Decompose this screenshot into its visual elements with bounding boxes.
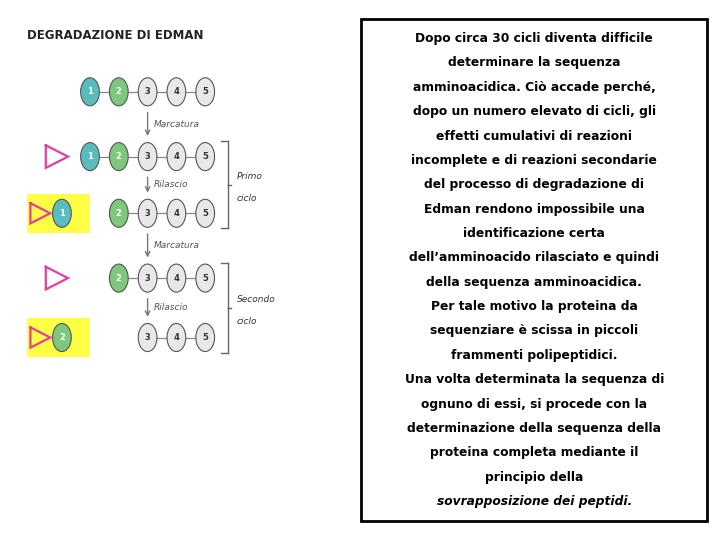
Circle shape: [109, 264, 128, 292]
Text: sequenziare è scissa in piccoli: sequenziare è scissa in piccoli: [430, 325, 639, 338]
Text: dopo un numero elevato di cicli, gli: dopo un numero elevato di cicli, gli: [413, 105, 656, 118]
Text: ognuno di essi, si procede con la: ognuno di essi, si procede con la: [421, 397, 647, 410]
Text: 4: 4: [174, 274, 179, 282]
Text: Primo: Primo: [237, 172, 263, 181]
Text: 3: 3: [145, 209, 150, 218]
Circle shape: [109, 78, 128, 106]
Circle shape: [138, 143, 157, 171]
Text: ciclo: ciclo: [237, 194, 257, 203]
Text: 5: 5: [202, 333, 208, 342]
Circle shape: [196, 323, 215, 352]
FancyBboxPatch shape: [27, 318, 90, 357]
Circle shape: [81, 78, 99, 106]
Text: effetti cumulativi di reazioni: effetti cumulativi di reazioni: [436, 130, 632, 143]
Circle shape: [53, 323, 71, 352]
Text: incomplete e di reazioni secondarie: incomplete e di reazioni secondarie: [411, 154, 657, 167]
Circle shape: [167, 78, 186, 106]
Text: 2: 2: [116, 87, 122, 96]
Text: identificazione certa: identificazione certa: [463, 227, 606, 240]
Circle shape: [138, 78, 157, 106]
Text: 4: 4: [174, 333, 179, 342]
Text: determinazione della sequenza della: determinazione della sequenza della: [408, 422, 661, 435]
Circle shape: [138, 199, 157, 227]
Circle shape: [138, 264, 157, 292]
Text: proteina completa mediante il: proteina completa mediante il: [430, 446, 639, 460]
Text: 3: 3: [145, 333, 150, 342]
Text: frammenti polipeptidici.: frammenti polipeptidici.: [451, 349, 618, 362]
Circle shape: [81, 143, 99, 171]
Text: 5: 5: [202, 87, 208, 96]
FancyBboxPatch shape: [27, 194, 90, 233]
Text: sovrapposizione dei peptidi.: sovrapposizione dei peptidi.: [436, 495, 632, 508]
Circle shape: [109, 143, 128, 171]
Text: Rilascio: Rilascio: [154, 303, 189, 312]
Text: principio della: principio della: [485, 471, 583, 484]
Text: 5: 5: [202, 209, 208, 218]
Text: 5: 5: [202, 274, 208, 282]
Text: 1: 1: [87, 152, 93, 161]
Text: Marcatura: Marcatura: [154, 120, 200, 129]
Circle shape: [53, 199, 71, 227]
Text: 1: 1: [59, 209, 65, 218]
Circle shape: [167, 143, 186, 171]
Text: Edman rendono impossibile una: Edman rendono impossibile una: [424, 202, 644, 215]
Text: 3: 3: [145, 87, 150, 96]
Text: determinare la sequenza: determinare la sequenza: [448, 57, 621, 70]
Circle shape: [167, 199, 186, 227]
Text: 4: 4: [174, 87, 179, 96]
Text: 2: 2: [59, 333, 65, 342]
Text: Per tale motivo la proteina da: Per tale motivo la proteina da: [431, 300, 638, 313]
Text: ciclo: ciclo: [237, 317, 257, 326]
Text: Rilascio: Rilascio: [154, 180, 189, 190]
Text: 4: 4: [174, 152, 179, 161]
Circle shape: [109, 199, 128, 227]
Text: 3: 3: [145, 274, 150, 282]
Text: amminoacidica. Ciò accade perché,: amminoacidica. Ciò accade perché,: [413, 81, 656, 94]
FancyBboxPatch shape: [361, 18, 707, 522]
Circle shape: [196, 143, 215, 171]
Circle shape: [196, 199, 215, 227]
Text: del processo di degradazione di: del processo di degradazione di: [424, 178, 644, 191]
Text: Una volta determinata la sequenza di: Una volta determinata la sequenza di: [405, 373, 664, 386]
Circle shape: [138, 323, 157, 352]
Text: 3: 3: [145, 152, 150, 161]
Text: dell’amminoacido rilasciato e quindi: dell’amminoacido rilasciato e quindi: [409, 252, 660, 265]
Text: 4: 4: [174, 209, 179, 218]
Text: 5: 5: [202, 152, 208, 161]
Text: DEGRADAZIONE DI EDMAN: DEGRADAZIONE DI EDMAN: [27, 29, 204, 42]
Text: Secondo: Secondo: [237, 295, 276, 304]
Circle shape: [196, 264, 215, 292]
Text: 2: 2: [116, 274, 122, 282]
Text: Marcatura: Marcatura: [154, 241, 200, 250]
Text: 2: 2: [116, 152, 122, 161]
Text: Dopo circa 30 cicli diventa difficile: Dopo circa 30 cicli diventa difficile: [415, 32, 653, 45]
Circle shape: [167, 323, 186, 352]
Text: della sequenza amminoacidica.: della sequenza amminoacidica.: [426, 276, 642, 289]
Text: 1: 1: [87, 87, 93, 96]
Circle shape: [167, 264, 186, 292]
Text: 2: 2: [116, 209, 122, 218]
Circle shape: [196, 78, 215, 106]
